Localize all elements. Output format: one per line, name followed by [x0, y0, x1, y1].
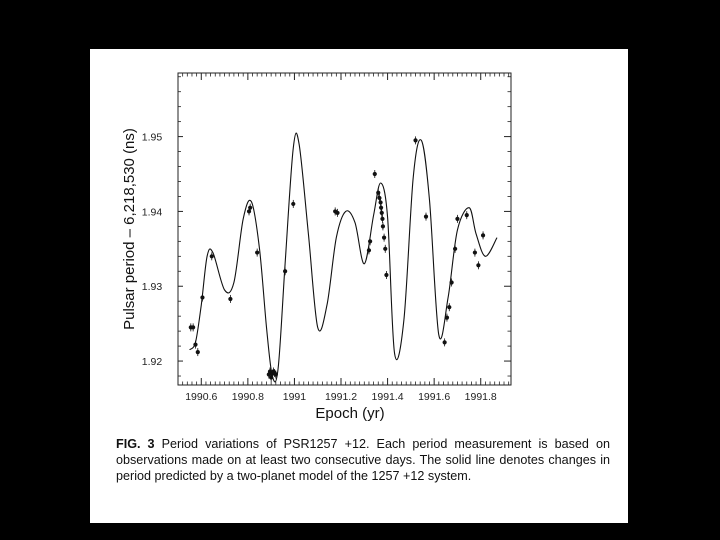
- x-tick-label: 1991.6: [418, 391, 450, 403]
- data-point: [273, 372, 278, 377]
- data-point: [372, 171, 377, 177]
- caption-text: Period variations of PSR1257 +12. Each p…: [116, 437, 610, 483]
- data-point: [480, 233, 486, 238]
- x-tick-label: 1990.8: [232, 391, 264, 403]
- data-point: [447, 305, 452, 310]
- data-point: [413, 138, 418, 143]
- model-curve: [189, 132, 498, 383]
- x-tick-label: 1991.4: [372, 391, 404, 403]
- x-axis-title: Epoch (yr): [315, 405, 384, 422]
- data-point: [423, 214, 429, 219]
- data-point: [384, 272, 389, 278]
- data-point: [335, 210, 340, 216]
- y-axis-title: Pulsar period – 6,218,530 (ns): [121, 128, 138, 330]
- data-point: [383, 246, 388, 251]
- data-point: [283, 269, 288, 274]
- data-point: [380, 216, 385, 221]
- data-point: [455, 216, 460, 221]
- y-tick-label: 1.92: [142, 356, 163, 368]
- data-point: [291, 201, 296, 207]
- figure-card: 1990.6 1990.8 1991 1991.2 1991.4 1991.6 1991.8…: [90, 49, 628, 523]
- data-point: [366, 248, 372, 253]
- data-point: [464, 213, 469, 218]
- data-point: [449, 280, 454, 285]
- data-point: [472, 250, 478, 255]
- chart-svg: 1990.6 1990.8 1991 1991.2 1991.4 1991.6 1991.8…: [121, 72, 512, 422]
- data-point: [453, 246, 458, 251]
- data-point: [378, 205, 384, 210]
- data-point: [381, 235, 387, 240]
- y-tick-label: 1.93: [142, 281, 163, 293]
- x-tick-label: 1991.2: [325, 391, 357, 403]
- data-point: [444, 315, 450, 320]
- ticks-group: 1990.6 1990.8 1991 1991.2 1991.4 1991.6 1991.8…: [142, 73, 511, 403]
- data-point: [248, 205, 253, 210]
- x-tick-label: 1991.8: [465, 391, 497, 403]
- x-tick-label: 1990.6: [185, 391, 217, 403]
- y-tick-label: 1.94: [142, 206, 163, 218]
- data-point: [191, 325, 196, 330]
- data-point: [376, 190, 381, 195]
- figure-caption: FIG. 3 Period variations of PSR1257 +12.…: [116, 436, 610, 484]
- data-point: [200, 295, 205, 300]
- x-tick-label: 1991: [283, 391, 307, 403]
- data-point: [228, 296, 233, 302]
- plot-frame: [177, 72, 512, 386]
- measurements-group: [188, 136, 486, 382]
- data-point: [380, 224, 386, 229]
- data-point: [368, 239, 373, 244]
- data-point: [193, 342, 198, 347]
- data-point: [209, 254, 214, 259]
- data-point: [195, 349, 200, 355]
- data-point: [442, 340, 447, 345]
- caption-label: FIG. 3: [116, 437, 155, 451]
- data-point: [379, 210, 384, 216]
- y-tick-label: 1.95: [142, 132, 163, 144]
- data-point: [378, 200, 383, 205]
- data-point: [476, 263, 481, 268]
- data-point: [255, 250, 260, 255]
